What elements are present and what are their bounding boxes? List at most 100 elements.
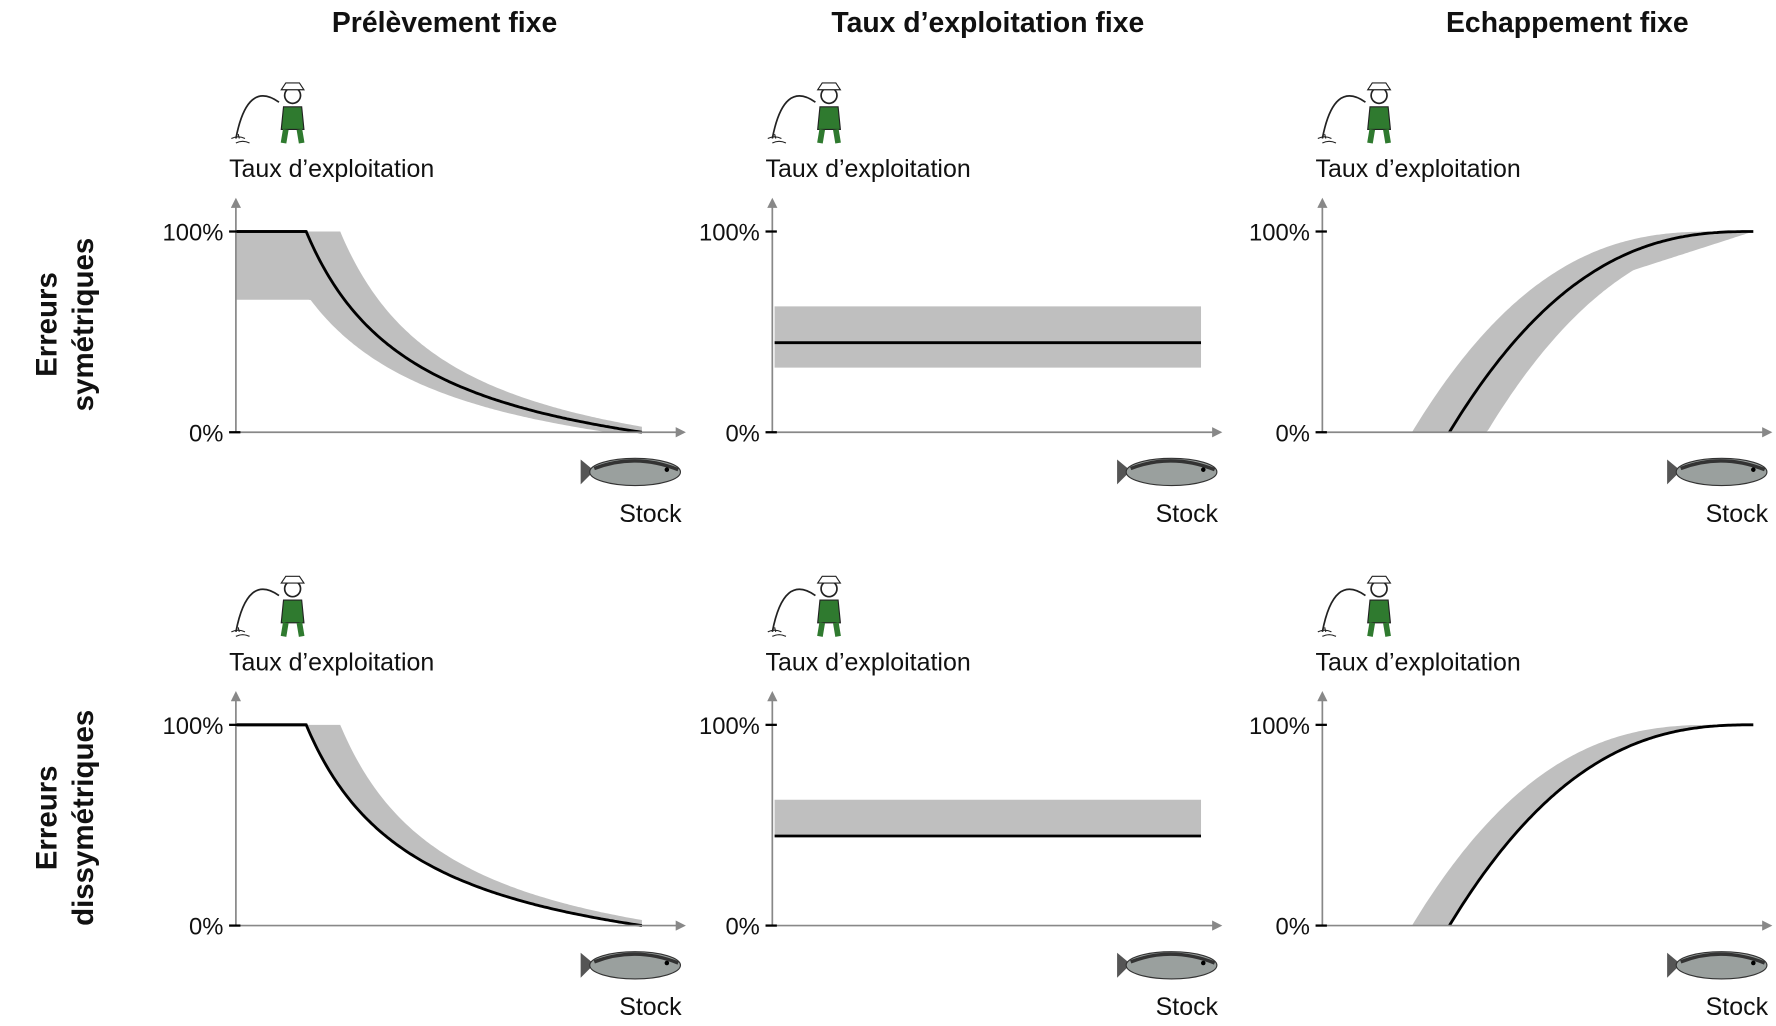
legs (817, 622, 841, 637)
fish-back (593, 952, 679, 965)
y-tick-label: 0% (725, 914, 759, 941)
fisherman-icon (231, 82, 305, 144)
fish-eye (1751, 960, 1756, 966)
x-axis-label: Stock (1706, 993, 1769, 1021)
rod (1321, 588, 1366, 633)
legs (280, 622, 305, 637)
legs (1367, 622, 1391, 637)
fishing-line (774, 627, 777, 632)
fish-tail (580, 459, 595, 485)
x-axis-label: Stock (619, 500, 682, 528)
uncertainty-band (1411, 231, 1754, 433)
fisherman-icon (767, 575, 842, 637)
fish-back (1680, 459, 1766, 472)
row-title: Erreurs symétriques (31, 238, 100, 412)
water (231, 629, 250, 637)
fish-eye (1201, 960, 1206, 966)
column-title: Taux d’exploitation fixe (831, 7, 1144, 39)
hat (1366, 575, 1392, 584)
fish-eye (664, 960, 670, 966)
hat (1366, 82, 1392, 91)
y-tick-label: 100% (1249, 713, 1310, 740)
x-axis-label: Stock (1156, 993, 1219, 1021)
fish-back (1680, 952, 1766, 965)
y-tick-label: 0% (1275, 420, 1309, 447)
body (1367, 106, 1392, 131)
body (280, 106, 305, 131)
row-title-line: symétriques (67, 238, 100, 412)
row-title-line: Erreurs (31, 765, 64, 870)
body (817, 106, 841, 131)
rod (771, 588, 816, 633)
fishing-line (237, 627, 240, 632)
fish-back (1130, 459, 1216, 472)
uncertainty-band (774, 306, 1202, 368)
fish-tail (1667, 952, 1681, 978)
uncertainty-band (235, 231, 642, 433)
rod (235, 588, 280, 633)
fisherman-icon (1317, 575, 1392, 637)
y-axis-label: Taux d’exploitation (229, 648, 434, 676)
harvest-curve (235, 723, 643, 927)
fisherman-icon (1317, 82, 1392, 144)
y-tick-label: 100% (1249, 220, 1310, 247)
x-axis-label: Stock (619, 993, 682, 1021)
fish-eye (1751, 467, 1756, 472)
body (280, 599, 305, 624)
x-axis-label: Stock (1156, 500, 1219, 528)
y-tick-label: 0% (189, 420, 223, 447)
hat (816, 82, 842, 91)
fishing-line (1324, 133, 1327, 139)
y-axis-label: Taux d’exploitation (1316, 155, 1521, 183)
fish-back (1130, 952, 1216, 965)
y-tick-label: 100% (163, 713, 224, 740)
fish-eye (664, 467, 670, 472)
y-tick-label: 100% (699, 220, 760, 247)
water (767, 136, 787, 144)
column-title: Echappement fixe (1446, 7, 1689, 39)
y-tick-label: 0% (189, 914, 223, 941)
x-axis-label: Stock (1706, 500, 1769, 528)
y-axis-label: Taux d’exploitation (1316, 648, 1521, 676)
water (1317, 136, 1337, 144)
harvest-curve (1448, 230, 1754, 433)
fish-icon (1117, 457, 1218, 487)
rod (1321, 95, 1366, 139)
rod (235, 95, 280, 139)
fish-icon (1667, 457, 1768, 487)
y-tick-label: 0% (1275, 914, 1309, 941)
water (767, 629, 787, 637)
fish-icon (1117, 951, 1218, 980)
legs (280, 128, 305, 144)
fishing-line (1324, 627, 1327, 632)
fish-icon (1667, 951, 1768, 980)
fish-tail (1117, 459, 1131, 485)
fishing-line (237, 133, 240, 139)
legs (817, 128, 841, 144)
fisherman-icon (767, 82, 842, 144)
fish-tail (1667, 459, 1681, 485)
y-axis-label: Taux d’exploitation (766, 648, 971, 676)
fish-tail (580, 952, 595, 978)
water (231, 136, 250, 144)
uncertainty-band (774, 799, 1202, 836)
fish-tail (1117, 952, 1131, 978)
fishing-line (774, 133, 777, 139)
y-tick-label: 100% (163, 220, 224, 247)
column-title: Prélèvement fixe (332, 7, 557, 39)
harvest-curve (1448, 723, 1754, 927)
y-tick-label: 100% (699, 713, 760, 740)
y-axis-label: Taux d’exploitation (229, 155, 434, 183)
fisherman-icon (231, 575, 305, 637)
fish-icon (580, 457, 682, 487)
body (1367, 599, 1392, 624)
row-title-line: dissymétriques (67, 710, 100, 926)
water (1317, 629, 1337, 637)
row-title-line: Erreurs (31, 272, 64, 377)
row-title: Erreurs dissymétriques (31, 710, 100, 926)
y-tick-label: 0% (725, 420, 759, 447)
rod (771, 95, 816, 139)
uncertainty-band (235, 724, 642, 926)
